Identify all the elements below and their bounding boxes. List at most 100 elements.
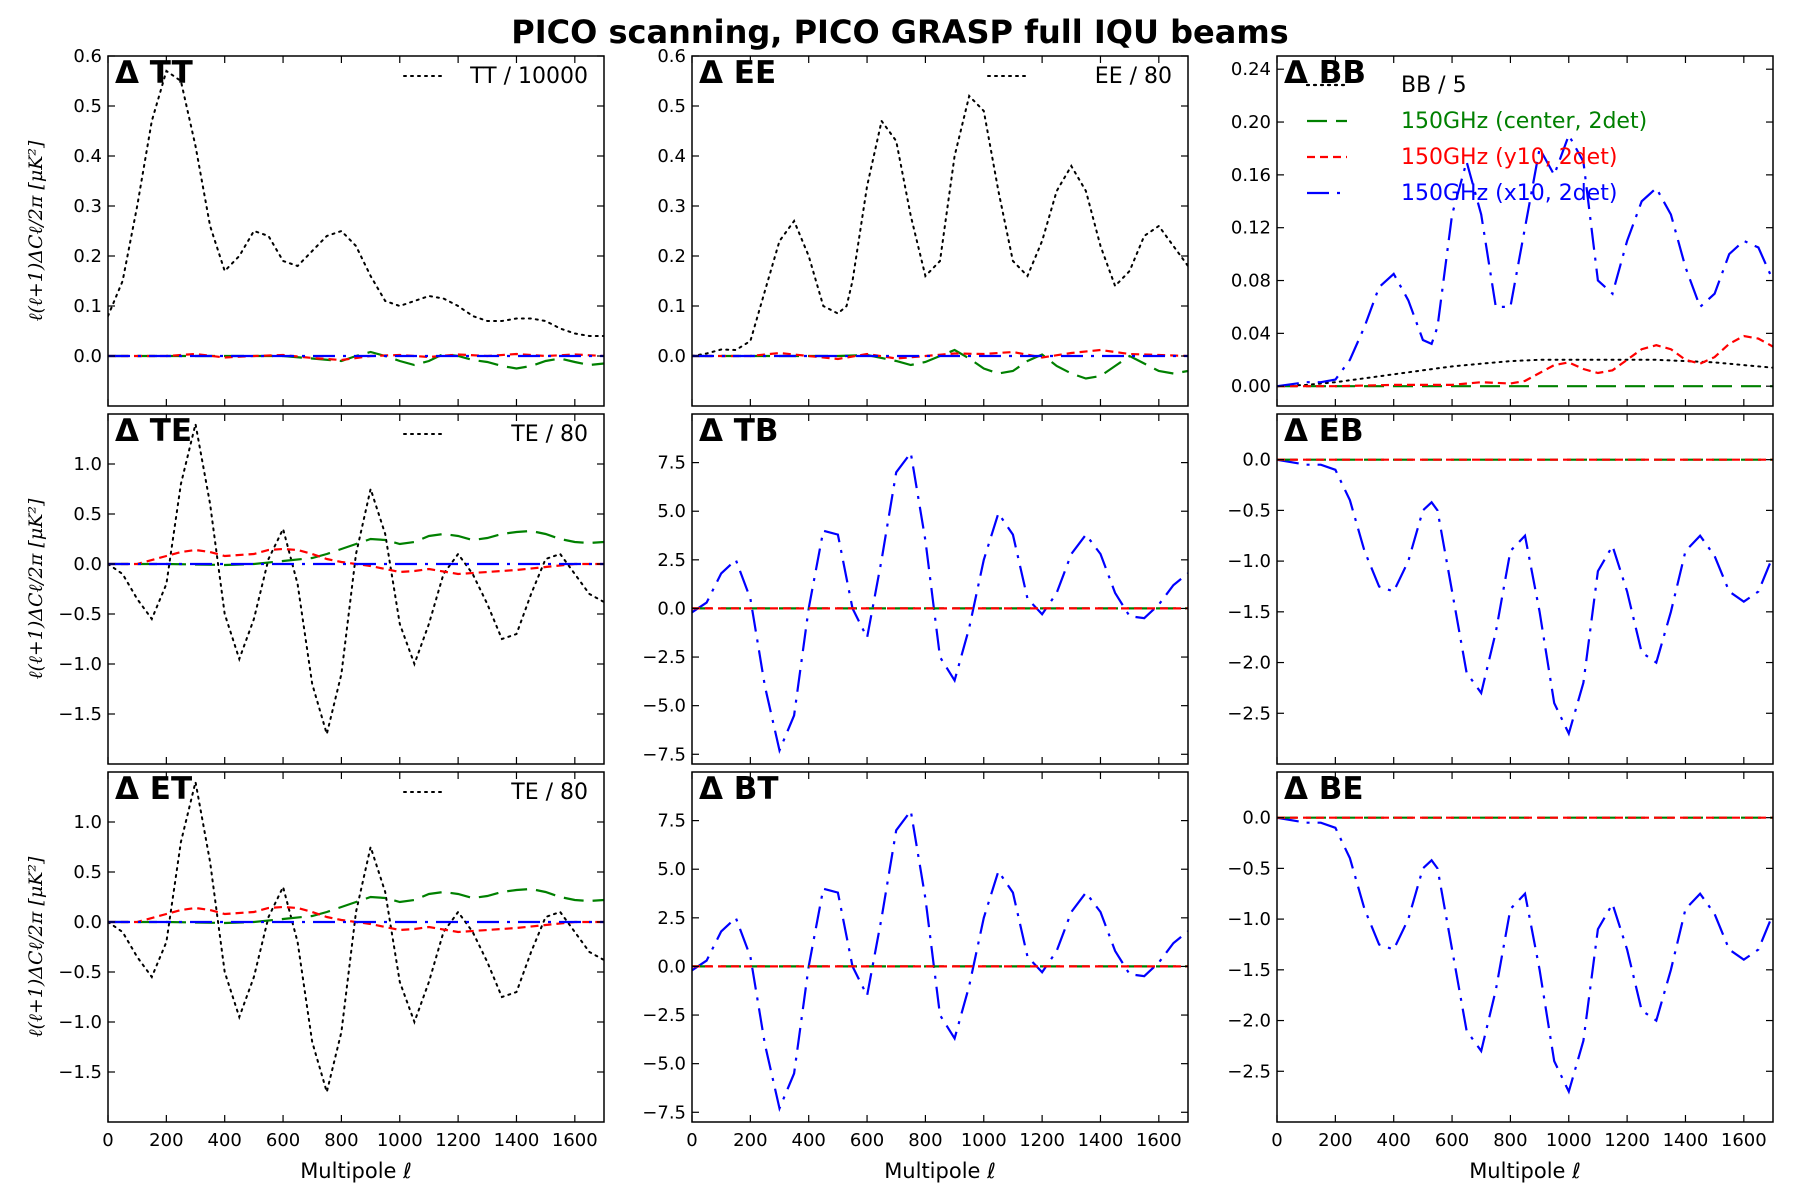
- panel-1: 0.0 0.1 0.2 0.3 0.4 0.5 0.6 Δ TT TT / 10000 ℓ(ℓ+1…: [25, 46, 605, 407]
- panel-label: Δ BE: [1284, 771, 1364, 807]
- y-tick-label: 0.3: [657, 196, 686, 217]
- y-tick-label: 0.6: [73, 46, 102, 67]
- x-tick-label: 1600: [1136, 1130, 1182, 1151]
- y-tick-label: −0.5: [58, 604, 102, 625]
- y-tick-label: −5.0: [642, 696, 686, 717]
- y-tick-label: −5.0: [642, 1054, 686, 1075]
- y-axis-label: ℓ(ℓ+1)ΔCℓ/2π [μK²]: [25, 498, 47, 679]
- panel-8: −7.5 −5.0 −2.5 0.0 2.5 5.0 7.5 0 200 400 600 800 100…: [642, 771, 1189, 1183]
- y-axis-label: ℓ(ℓ+1)ΔCℓ/2π [μK²]: [25, 140, 47, 321]
- x-tick-label: 200: [733, 1130, 767, 1151]
- y-tick-label: 5.0: [657, 859, 686, 880]
- panel-label: Δ BT: [699, 771, 779, 807]
- plot-area: [1277, 816, 1773, 1095]
- y-tick-label: −2.0: [1227, 653, 1271, 674]
- y-tick-label: 1.0: [73, 812, 102, 833]
- panel-label: Δ TB: [699, 413, 779, 449]
- y-tick-label: −1.0: [58, 1012, 102, 1033]
- plot-area: [108, 781, 604, 1096]
- x-tick-label: 1600: [1721, 1130, 1767, 1151]
- y-tick-label: 0.0: [1242, 450, 1271, 471]
- series-line-3: [108, 547, 604, 576]
- y-tick-label: 0.5: [73, 862, 102, 883]
- series-line-1: [692, 94, 1188, 357]
- x-tick-label: 0: [102, 1130, 113, 1151]
- y-tick-label: 0.4: [657, 146, 686, 167]
- y-tick-label: 0.20: [1231, 112, 1271, 133]
- figure-title: PICO scanning, PICO GRASP full IQU beams: [511, 13, 1288, 51]
- panel-label: Δ EB: [1284, 413, 1364, 449]
- plot-frame: [691, 413, 1189, 765]
- x-tick-label: 800: [908, 1130, 942, 1151]
- plot-frame: [107, 771, 605, 1123]
- y-tick-label: −0.5: [58, 962, 102, 983]
- series-line-3: [1277, 334, 1773, 388]
- plot-area: [1277, 132, 1773, 388]
- y-tick-label: 0.04: [1231, 323, 1271, 344]
- x-tick-label: 200: [1318, 1130, 1352, 1151]
- legend-entry: 150GHz (x10, 2det): [1401, 181, 1617, 206]
- y-tick-label: −2.0: [1227, 1011, 1271, 1032]
- panel-label: Δ TE: [115, 413, 192, 449]
- y-tick-label: 0.3: [73, 196, 102, 217]
- panel-7: −1.5 −1.0 −0.5 0.0 0.5 1.0 0 200 400 600 800 1000 12…: [25, 771, 605, 1183]
- legend-entry: BB / 5: [1401, 73, 1467, 98]
- legend-entry: TE / 80: [510, 780, 588, 805]
- panel-3: 0.00 0.04 0.08 0.12 0.16 0.20 0.24 Δ BB BB / 5 15…: [1231, 55, 1774, 407]
- y-tick-label: 0.1: [73, 296, 102, 317]
- series-line-1: [108, 69, 604, 337]
- x-tick-label: 1200: [435, 1130, 481, 1151]
- series-line-2: [108, 350, 604, 370]
- y-tick-label: 0.2: [657, 246, 686, 267]
- x-tick-label: 1000: [961, 1130, 1007, 1151]
- x-tick-label: 400: [208, 1130, 242, 1151]
- series-line-1: [1277, 458, 1773, 737]
- x-tick-label: 400: [792, 1130, 826, 1151]
- plot-frame: [691, 771, 1189, 1123]
- plot-frame: [1276, 55, 1774, 407]
- y-tick-label: −2.5: [642, 1005, 686, 1026]
- x-tick-label: 1600: [552, 1130, 598, 1151]
- y-tick-label: 0.0: [657, 346, 686, 367]
- series-line-4: [1277, 132, 1773, 388]
- panel-2: 0.0 0.1 0.2 0.3 0.4 0.5 0.6 Δ EE EE / 80: [657, 46, 1189, 407]
- y-tick-label: −1.5: [58, 704, 102, 725]
- y-tick-label: 0.5: [73, 96, 102, 117]
- panel-4: −1.5 −1.0 −0.5 0.0 0.5 1.0 Δ TE TE / 80 ℓ(ℓ+1)ΔC…: [25, 413, 605, 765]
- y-tick-label: −7.5: [642, 744, 686, 765]
- x-tick-label: 1000: [1546, 1130, 1592, 1151]
- legend-entry: TT / 10000: [469, 64, 588, 89]
- legend-entry: 150GHz (center, 2det): [1401, 109, 1647, 134]
- y-tick-label: 2.5: [657, 908, 686, 929]
- plot-frame: [107, 55, 605, 407]
- x-tick-label: 1400: [1078, 1130, 1124, 1151]
- y-tick-label: 2.5: [657, 550, 686, 571]
- y-tick-label: 0.08: [1231, 271, 1271, 292]
- y-tick-label: 0.1: [657, 296, 686, 317]
- y-tick-label: 0.5: [73, 504, 102, 525]
- plot-frame: [691, 55, 1189, 407]
- y-tick-label: 0.0: [73, 554, 102, 575]
- y-tick-label: 0.16: [1231, 165, 1271, 186]
- series-line-2: [108, 887, 604, 925]
- panel-5: −7.5 −5.0 −2.5 0.0 2.5 5.0 7.5 Δ TB: [642, 413, 1189, 765]
- x-tick-label: 200: [149, 1130, 183, 1151]
- series-line-1: [1277, 358, 1773, 388]
- x-tick-label: 1400: [494, 1130, 540, 1151]
- y-tick-label: −1.0: [1227, 909, 1271, 930]
- series-line-1: [108, 781, 604, 1096]
- x-axis-label: Multipole ℓ: [884, 1159, 996, 1183]
- x-tick-label: 600: [850, 1130, 884, 1151]
- plot-area: [692, 450, 1188, 754]
- series-line-2: [108, 529, 604, 567]
- y-tick-label: −2.5: [642, 647, 686, 668]
- x-tick-label: 1400: [1663, 1130, 1709, 1151]
- y-tick-label: 0.00: [1231, 376, 1271, 397]
- x-tick-label: 0: [1271, 1130, 1282, 1151]
- y-tick-label: 1.0: [73, 454, 102, 475]
- y-tick-label: −2.5: [1227, 1061, 1271, 1082]
- series-line-3: [692, 348, 1188, 361]
- y-tick-label: −1.5: [1227, 602, 1271, 623]
- y-tick-label: −1.0: [1227, 551, 1271, 572]
